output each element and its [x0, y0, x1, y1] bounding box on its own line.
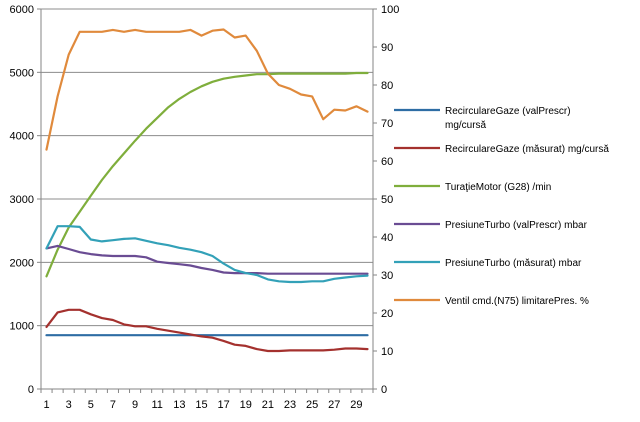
legend: RecirculareGaze (valPrescr) mg/cursă Recir…: [394, 106, 609, 307]
x-tick-label: 23: [284, 399, 296, 411]
y-left-tick-label: 0: [28, 384, 34, 396]
x-tick-label: 9: [132, 399, 138, 411]
x-tick-label: 27: [328, 399, 340, 411]
y-right-tick-label: 80: [381, 80, 393, 92]
x-tick-label: 17: [217, 399, 229, 411]
series-line: [45, 71, 369, 278]
y-left-tick-label: 1000: [10, 321, 34, 333]
series-line: [45, 28, 369, 151]
y-left-tick-label: 3000: [10, 194, 34, 206]
y-right-tick-label: 60: [381, 156, 393, 168]
legend-label: PresiuneTurbo (valPrescr) mbar: [445, 220, 588, 231]
x-tick-label: 19: [240, 399, 252, 411]
y-right-tick-label: 30: [381, 270, 393, 282]
y-left-tick-label: 2000: [10, 257, 34, 269]
y-right-tick-label: 40: [381, 232, 393, 244]
legend-label: TuraţieMotor (G28) /min: [445, 182, 551, 193]
x-tick-label: 3: [66, 399, 72, 411]
y-right-tick-label: 90: [381, 42, 393, 54]
y-right-tick-label: 20: [381, 308, 393, 320]
y-left-tick-label: 6000: [10, 4, 34, 16]
y-left-tick-label: 5000: [10, 67, 34, 79]
series-lines: [45, 28, 369, 353]
legend-label: PresiuneTurbo (măsurat) mbar: [445, 258, 582, 269]
grid: [41, 8, 373, 390]
y-right-tick-label: 0: [381, 384, 387, 396]
x-tick-label: 13: [173, 399, 185, 411]
legend-label: Ventil cmd.(N75) limitarePres. %: [445, 296, 589, 307]
x-tick-label: 21: [262, 399, 274, 411]
series-line: [45, 308, 369, 353]
legend-label: mg/cursă: [445, 120, 487, 131]
y-right-tick-label: 10: [381, 346, 393, 358]
y-right-tick-label: 70: [381, 118, 393, 130]
x-tick-label: 1: [43, 399, 49, 411]
y-left-tick-label: 4000: [10, 131, 34, 143]
legend-label: RecirculareGaze (măsurat) mg/cursă: [445, 144, 609, 155]
x-tick-label: 11: [151, 399, 162, 411]
y-right-tick-label: 100: [381, 4, 399, 16]
x-tick-label: 7: [110, 399, 116, 411]
x-tick-label: 29: [350, 399, 362, 411]
x-tick-label: 25: [306, 399, 318, 411]
series-line: [45, 244, 369, 275]
series-line: [45, 225, 369, 284]
x-tick-label: 5: [88, 399, 94, 411]
x-tick-label: 15: [195, 399, 207, 411]
axes: 0 1000 2000 3000 4000 5000 6000 0 10 20 30 40 50 60 70…: [10, 4, 400, 411]
y-right-tick-label: 50: [381, 194, 393, 206]
legend-label: RecirculareGaze (valPrescr): [445, 106, 571, 117]
